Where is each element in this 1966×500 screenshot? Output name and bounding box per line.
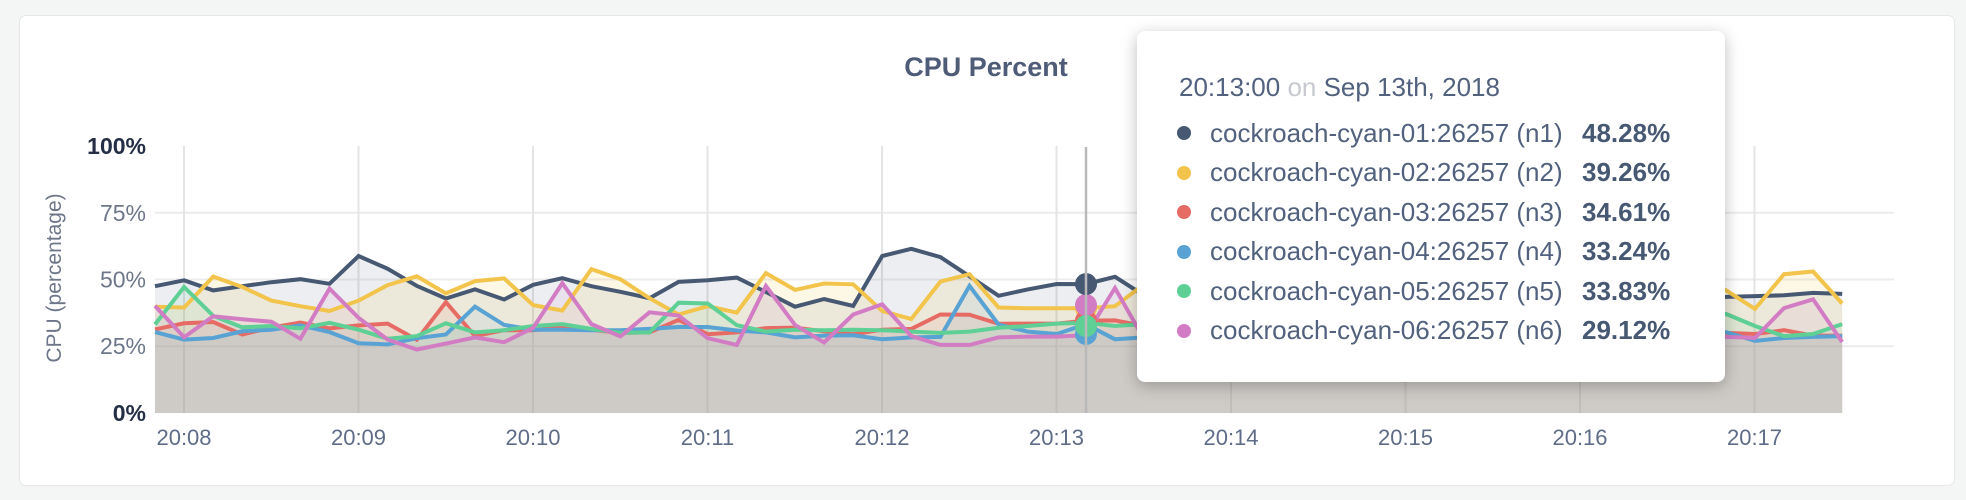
svg-text:20:08: 20:08 <box>156 425 211 450</box>
svg-text:20:09: 20:09 <box>331 425 386 450</box>
svg-text:20:16: 20:16 <box>1552 425 1607 450</box>
svg-text:25%: 25% <box>100 333 146 359</box>
svg-text:CPU (percentage): CPU (percentage) <box>43 193 66 362</box>
svg-text:50%: 50% <box>100 267 146 293</box>
svg-text:20:17: 20:17 <box>1727 425 1782 450</box>
svg-text:20:13: 20:13 <box>1029 425 1084 450</box>
svg-text:75%: 75% <box>100 200 146 226</box>
svg-text:20:14: 20:14 <box>1203 425 1258 450</box>
svg-text:20:15: 20:15 <box>1378 425 1433 450</box>
svg-text:0%: 0% <box>113 400 146 426</box>
svg-text:20:10: 20:10 <box>505 425 560 450</box>
svg-text:100%: 100% <box>87 133 146 159</box>
svg-text:20:12: 20:12 <box>854 425 909 450</box>
svg-text:20:11: 20:11 <box>681 425 734 450</box>
